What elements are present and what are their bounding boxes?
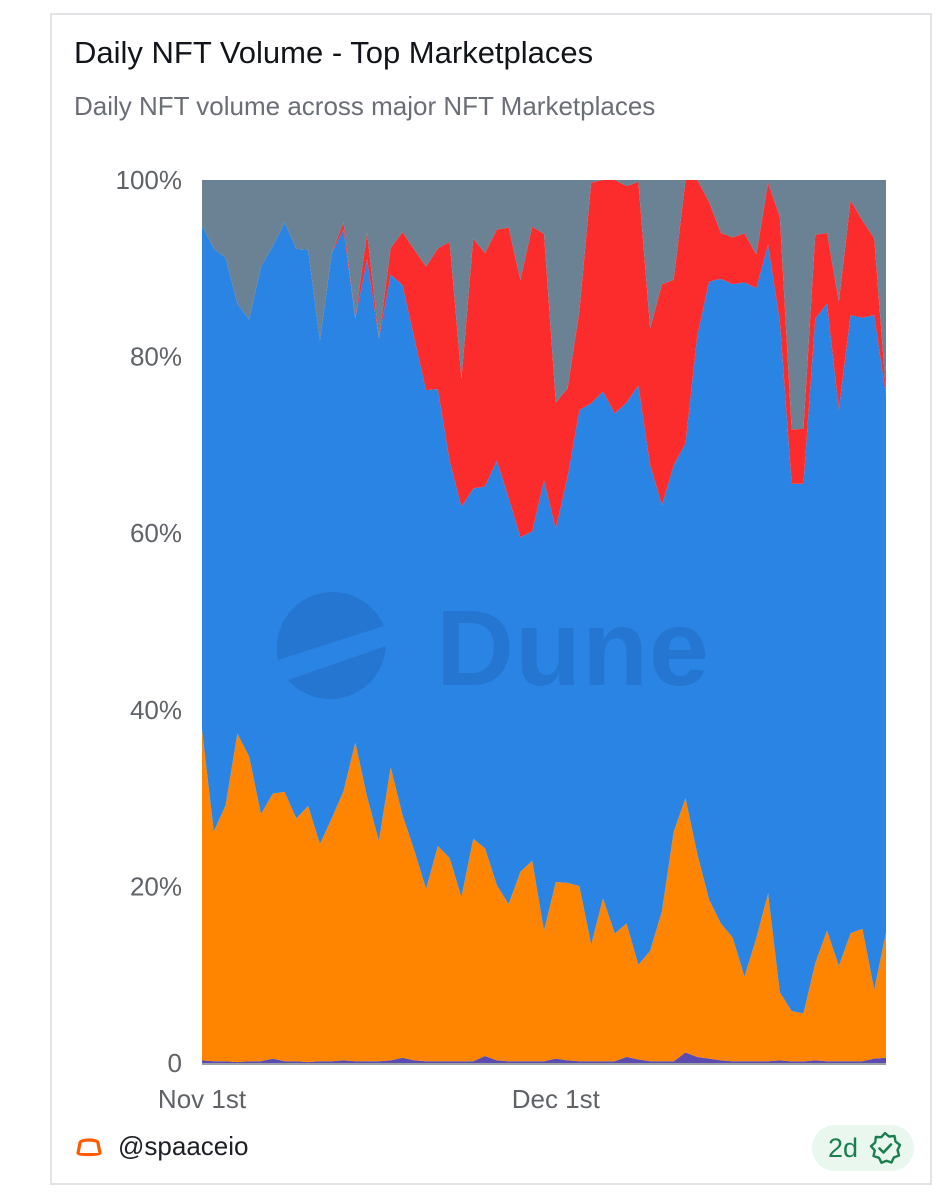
author-link[interactable]: @spaaceio — [76, 1131, 248, 1162]
author-name[interactable]: @spaaceio — [118, 1131, 249, 1161]
stacked-area-chart: 0 20% 40% 60% 80% 100% Nov 1st Dec 1st — [116, 165, 886, 1114]
spaace-logo-icon — [76, 1137, 102, 1156]
series-area-0[interactable] — [202, 1052, 886, 1063]
chart-subtitle: Daily NFT volume across major NFT Market… — [74, 91, 656, 121]
series-area-2[interactable] — [202, 222, 886, 1014]
y-tick-label: 20% — [130, 871, 182, 901]
y-tick-label: 0 — [168, 1048, 182, 1078]
check-badge-icon — [869, 1131, 902, 1164]
series-area-3[interactable] — [202, 180, 886, 538]
y-tick-label: 60% — [130, 518, 182, 548]
chart-card: Daily NFT Volume - Top Marketplaces Dail… — [50, 13, 932, 1185]
age-text: 2d — [827, 1132, 858, 1163]
chart-title: Daily NFT Volume - Top Marketplaces — [74, 35, 594, 70]
x-tick-label: Dec 1st — [512, 1084, 601, 1114]
y-tick-label: 40% — [130, 695, 182, 725]
y-tick-label: 80% — [130, 342, 182, 372]
chart-footer: @spaaceio 2d — [52, 1123, 930, 1171]
y-tick-label: 100% — [116, 165, 183, 195]
series-area-1[interactable] — [202, 729, 886, 1063]
x-tick-label: Nov 1st — [158, 1084, 247, 1114]
age-badge[interactable]: 2d — [811, 1125, 914, 1171]
series-area-4[interactable] — [202, 180, 886, 430]
